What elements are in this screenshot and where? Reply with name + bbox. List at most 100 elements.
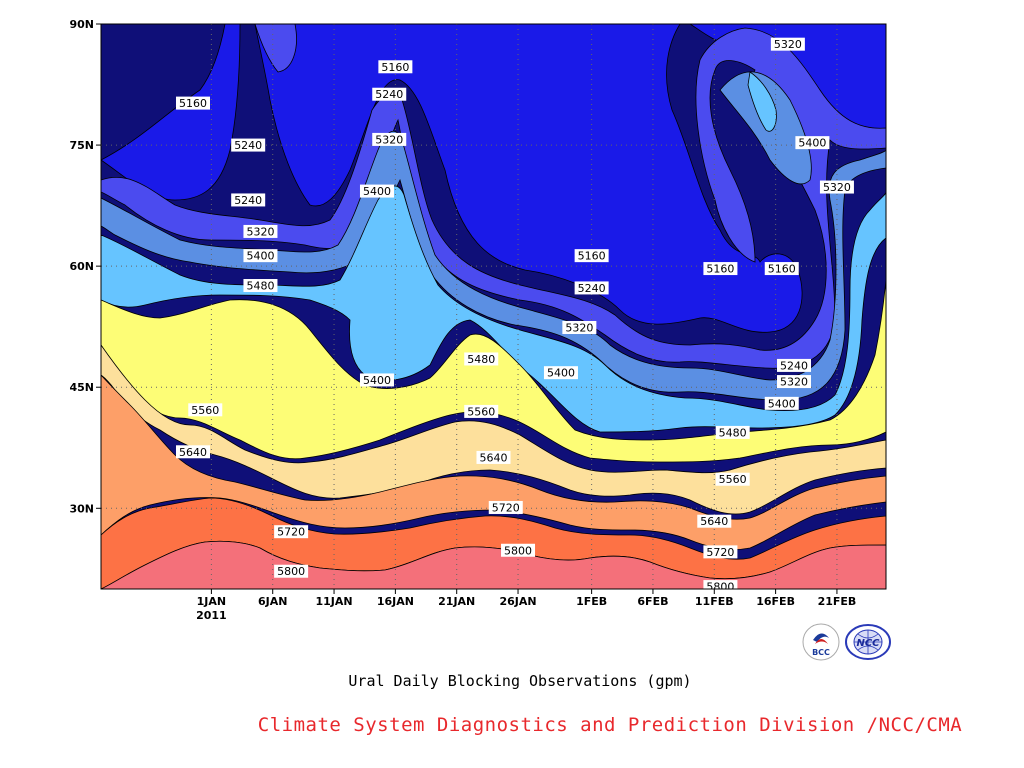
- contour-label: 5400: [768, 397, 796, 410]
- contour-label-box: [464, 404, 499, 418]
- contour-label: 5320: [375, 133, 403, 146]
- contour-label: 5240: [578, 282, 606, 295]
- contour-band-5240_5320: [254, 24, 297, 73]
- y-tick-label: 30N: [69, 502, 94, 515]
- contour-label-box: [372, 132, 407, 146]
- contour-label: 5480: [719, 426, 747, 439]
- contour-label-box: [764, 396, 799, 410]
- contour-label-box: [764, 262, 799, 276]
- contour-label-box: [795, 136, 830, 150]
- contour-label-box: [562, 320, 597, 334]
- contour-label: 5720: [277, 526, 305, 539]
- contour-label-box: [488, 500, 523, 514]
- x-tick-label: 6FEB: [637, 595, 668, 608]
- contour-label: 5720: [706, 546, 734, 559]
- contour-label-box: [188, 403, 223, 417]
- x-tick-label: 6JAN: [258, 595, 287, 608]
- contour-label: 5320: [246, 225, 274, 238]
- contour-label: 5400: [363, 185, 391, 198]
- contour-label: 5160: [179, 97, 207, 110]
- contour-band-5480_5560: [101, 279, 886, 463]
- contour-label: 5400: [547, 367, 575, 380]
- contour-label-box: [777, 375, 812, 389]
- contour-label: 5160: [381, 61, 409, 74]
- x-tick-label: 16FEB: [756, 595, 795, 608]
- x-tick-label: 11JAN: [315, 595, 352, 608]
- bcc-logo: BCC: [802, 623, 840, 661]
- contour-label-box: [703, 545, 738, 559]
- contour-label-box: [715, 472, 750, 486]
- x-tick-label: 16JAN: [377, 595, 414, 608]
- contour-label-box: [715, 425, 750, 439]
- contour-label-box: [697, 514, 732, 528]
- contour-label: 5400: [246, 250, 274, 263]
- contour-label: 5240: [780, 359, 808, 372]
- contour-label-box: [476, 450, 511, 464]
- x-tick-label: 1JAN: [197, 595, 226, 608]
- contour-label: 5640: [179, 446, 207, 459]
- y-axis: 30N 45N 60N 75N 90N: [69, 18, 101, 515]
- x-tick-label: 1FEB: [576, 595, 607, 608]
- contour-band-5560_5640: [101, 344, 886, 515]
- contour-label: 5400: [363, 374, 391, 387]
- contour-label-box: [703, 262, 738, 276]
- contour-label: 5480: [467, 353, 495, 366]
- credit-line: Climate System Diagnostics and Predictio…: [257, 714, 963, 736]
- x-tick-label: 11FEB: [695, 595, 734, 608]
- contour-label-box: [175, 445, 210, 459]
- contour-label-box: [274, 525, 309, 539]
- contour-label-box: [243, 249, 278, 263]
- contour-label-box: [464, 352, 499, 366]
- contour-band-5640_5720: [101, 374, 886, 550]
- y-tick-label: 75N: [69, 139, 94, 152]
- contour-label-box: [231, 193, 266, 207]
- contour-label: 5320: [774, 38, 802, 51]
- ncc-logo: NCC: [845, 624, 891, 660]
- contour-label-box: [231, 138, 266, 152]
- contour-label: 5800: [504, 544, 532, 557]
- contour-label: 5320: [565, 321, 593, 334]
- contour-label: 5400: [798, 137, 826, 150]
- contour-band-5400_5480: [747, 71, 777, 132]
- contour-label-box: [770, 37, 805, 51]
- plot-frame: [100, 23, 887, 590]
- y-tick-label: 90N: [69, 18, 94, 31]
- contour-label: 5560: [467, 405, 495, 418]
- contour-label: 5160: [578, 250, 606, 263]
- contour-label: 5560: [191, 404, 219, 417]
- contour-label: 5560: [719, 473, 747, 486]
- contour-label: 5480: [246, 280, 274, 293]
- contour-label-box: [501, 543, 536, 557]
- y-tick-label: 60N: [69, 260, 94, 273]
- contour-label-box: [243, 224, 278, 238]
- contour-label: 5320: [823, 181, 851, 194]
- contour-label-box: [274, 564, 309, 578]
- contour-label-box: [819, 180, 854, 194]
- contour-label-box: [359, 184, 394, 198]
- contour-label-box: [574, 249, 609, 263]
- contour-label: 5160: [768, 263, 796, 276]
- contour-label: 5160: [706, 263, 734, 276]
- contour-label-box: [777, 358, 812, 372]
- x-axis: 1JAN 6JAN 11JAN 16JAN 21JAN 26JAN 1FEB 6FEB 11FE…: [196, 589, 856, 622]
- contour-label-box: [574, 281, 609, 295]
- contour-label-box: [243, 279, 278, 293]
- x-tick-label: 26JAN: [499, 595, 536, 608]
- contour-label: 5640: [480, 451, 508, 464]
- contour-label: 5720: [492, 501, 520, 514]
- chart-subtitle: Ural Daily Blocking Observations (gpm): [348, 672, 692, 690]
- contour-label: 5640: [700, 515, 728, 528]
- svg-text:NCC: NCC: [856, 638, 880, 649]
- x-year-label: 2011: [196, 609, 227, 622]
- contour-label: 5800: [277, 565, 305, 578]
- contour-label: 5240: [375, 88, 403, 101]
- contour-label-box: [359, 373, 394, 387]
- contour-label: 5240: [234, 194, 262, 207]
- contour-label-box: [175, 96, 210, 110]
- x-tick-label: 21FEB: [818, 595, 857, 608]
- svg-text:BCC: BCC: [812, 648, 830, 657]
- contour-label: 5240: [234, 139, 262, 152]
- x-tick-label: 21JAN: [438, 595, 475, 608]
- contour-label-box: [543, 366, 578, 380]
